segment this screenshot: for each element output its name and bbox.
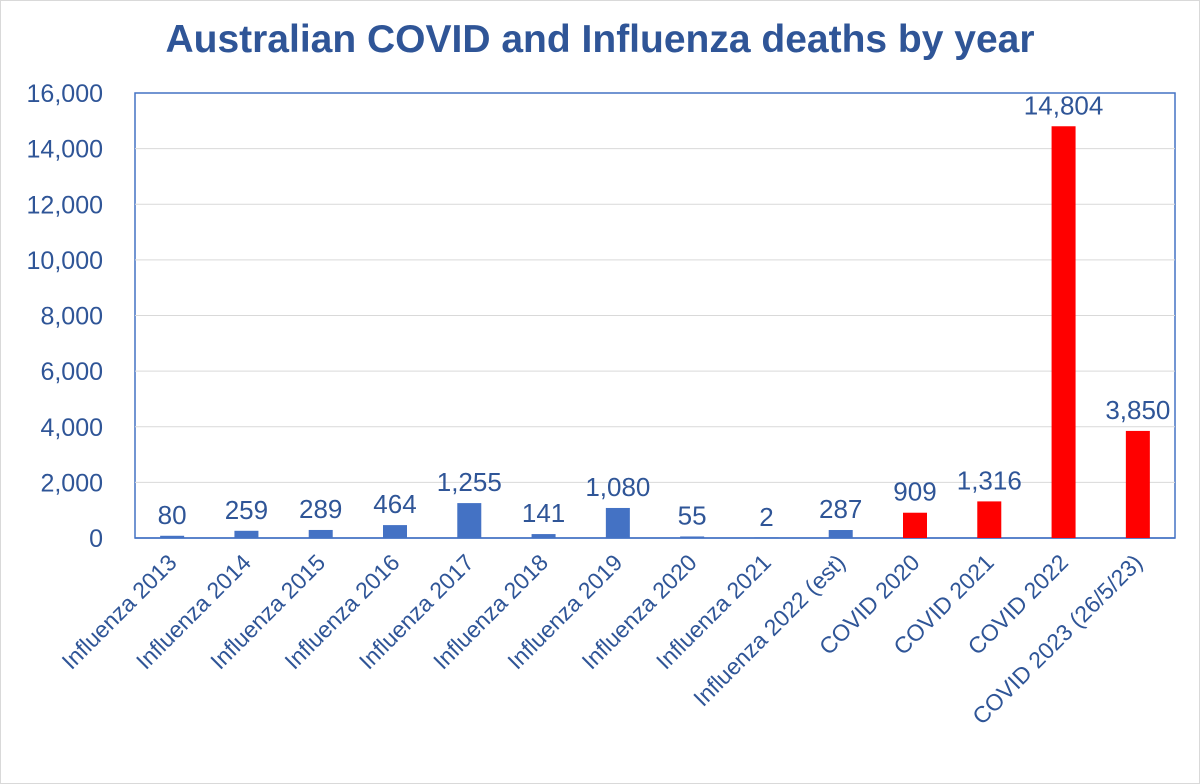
bar: [754, 537, 779, 538]
bar: [1051, 126, 1076, 539]
bar: [903, 512, 927, 538]
bar: [160, 535, 185, 538]
y-tick-label: 6,000: [40, 358, 103, 386]
bar: [977, 501, 1002, 538]
data-label: 1,316: [957, 465, 1022, 495]
bar: [605, 507, 630, 538]
y-tick-label: 4,000: [40, 414, 103, 442]
y-tick-label: 16,000: [27, 80, 103, 108]
y-tick-label: 8,000: [40, 303, 103, 331]
bars: [160, 126, 1150, 539]
data-label: 1,080: [585, 472, 650, 502]
data-label: 80: [158, 500, 187, 530]
y-tick-label: 10,000: [27, 247, 103, 275]
gridlines: [134, 92, 1176, 539]
data-label: 2: [759, 502, 773, 532]
data-label: 1,255: [437, 467, 502, 497]
bar: [680, 536, 705, 538]
y-axis-ticks: 0 2,000 4,000 6,000 8,000 10,000 12,000 14,000 1…: [27, 80, 103, 553]
data-label: 55: [678, 500, 707, 530]
data-label: 287: [819, 494, 862, 524]
y-tick-label: 2,000: [40, 469, 103, 497]
bar: [457, 503, 482, 538]
bar: [531, 534, 556, 538]
bar: [308, 529, 333, 538]
data-label: 289: [299, 494, 342, 524]
bar: [1125, 430, 1150, 538]
data-label: 14,804: [1024, 90, 1104, 120]
bar: [828, 530, 853, 538]
data-labels: 80 259 289 464 1,255 141 1,080 55 2 287 909 1,316 14…: [158, 90, 1171, 532]
bar: [234, 530, 259, 538]
y-tick-label: 12,000: [27, 191, 103, 219]
data-label: 909: [893, 477, 936, 507]
y-tick-label: 14,000: [27, 136, 103, 164]
bar: [383, 525, 407, 538]
data-label: 464: [373, 489, 416, 519]
y-tick-label: 0: [89, 525, 103, 553]
data-label: 259: [225, 495, 268, 525]
data-label: 3,850: [1105, 395, 1170, 425]
chart-title: Australian COVID and Influenza deaths by…: [165, 18, 1035, 61]
data-label: 141: [522, 498, 565, 528]
